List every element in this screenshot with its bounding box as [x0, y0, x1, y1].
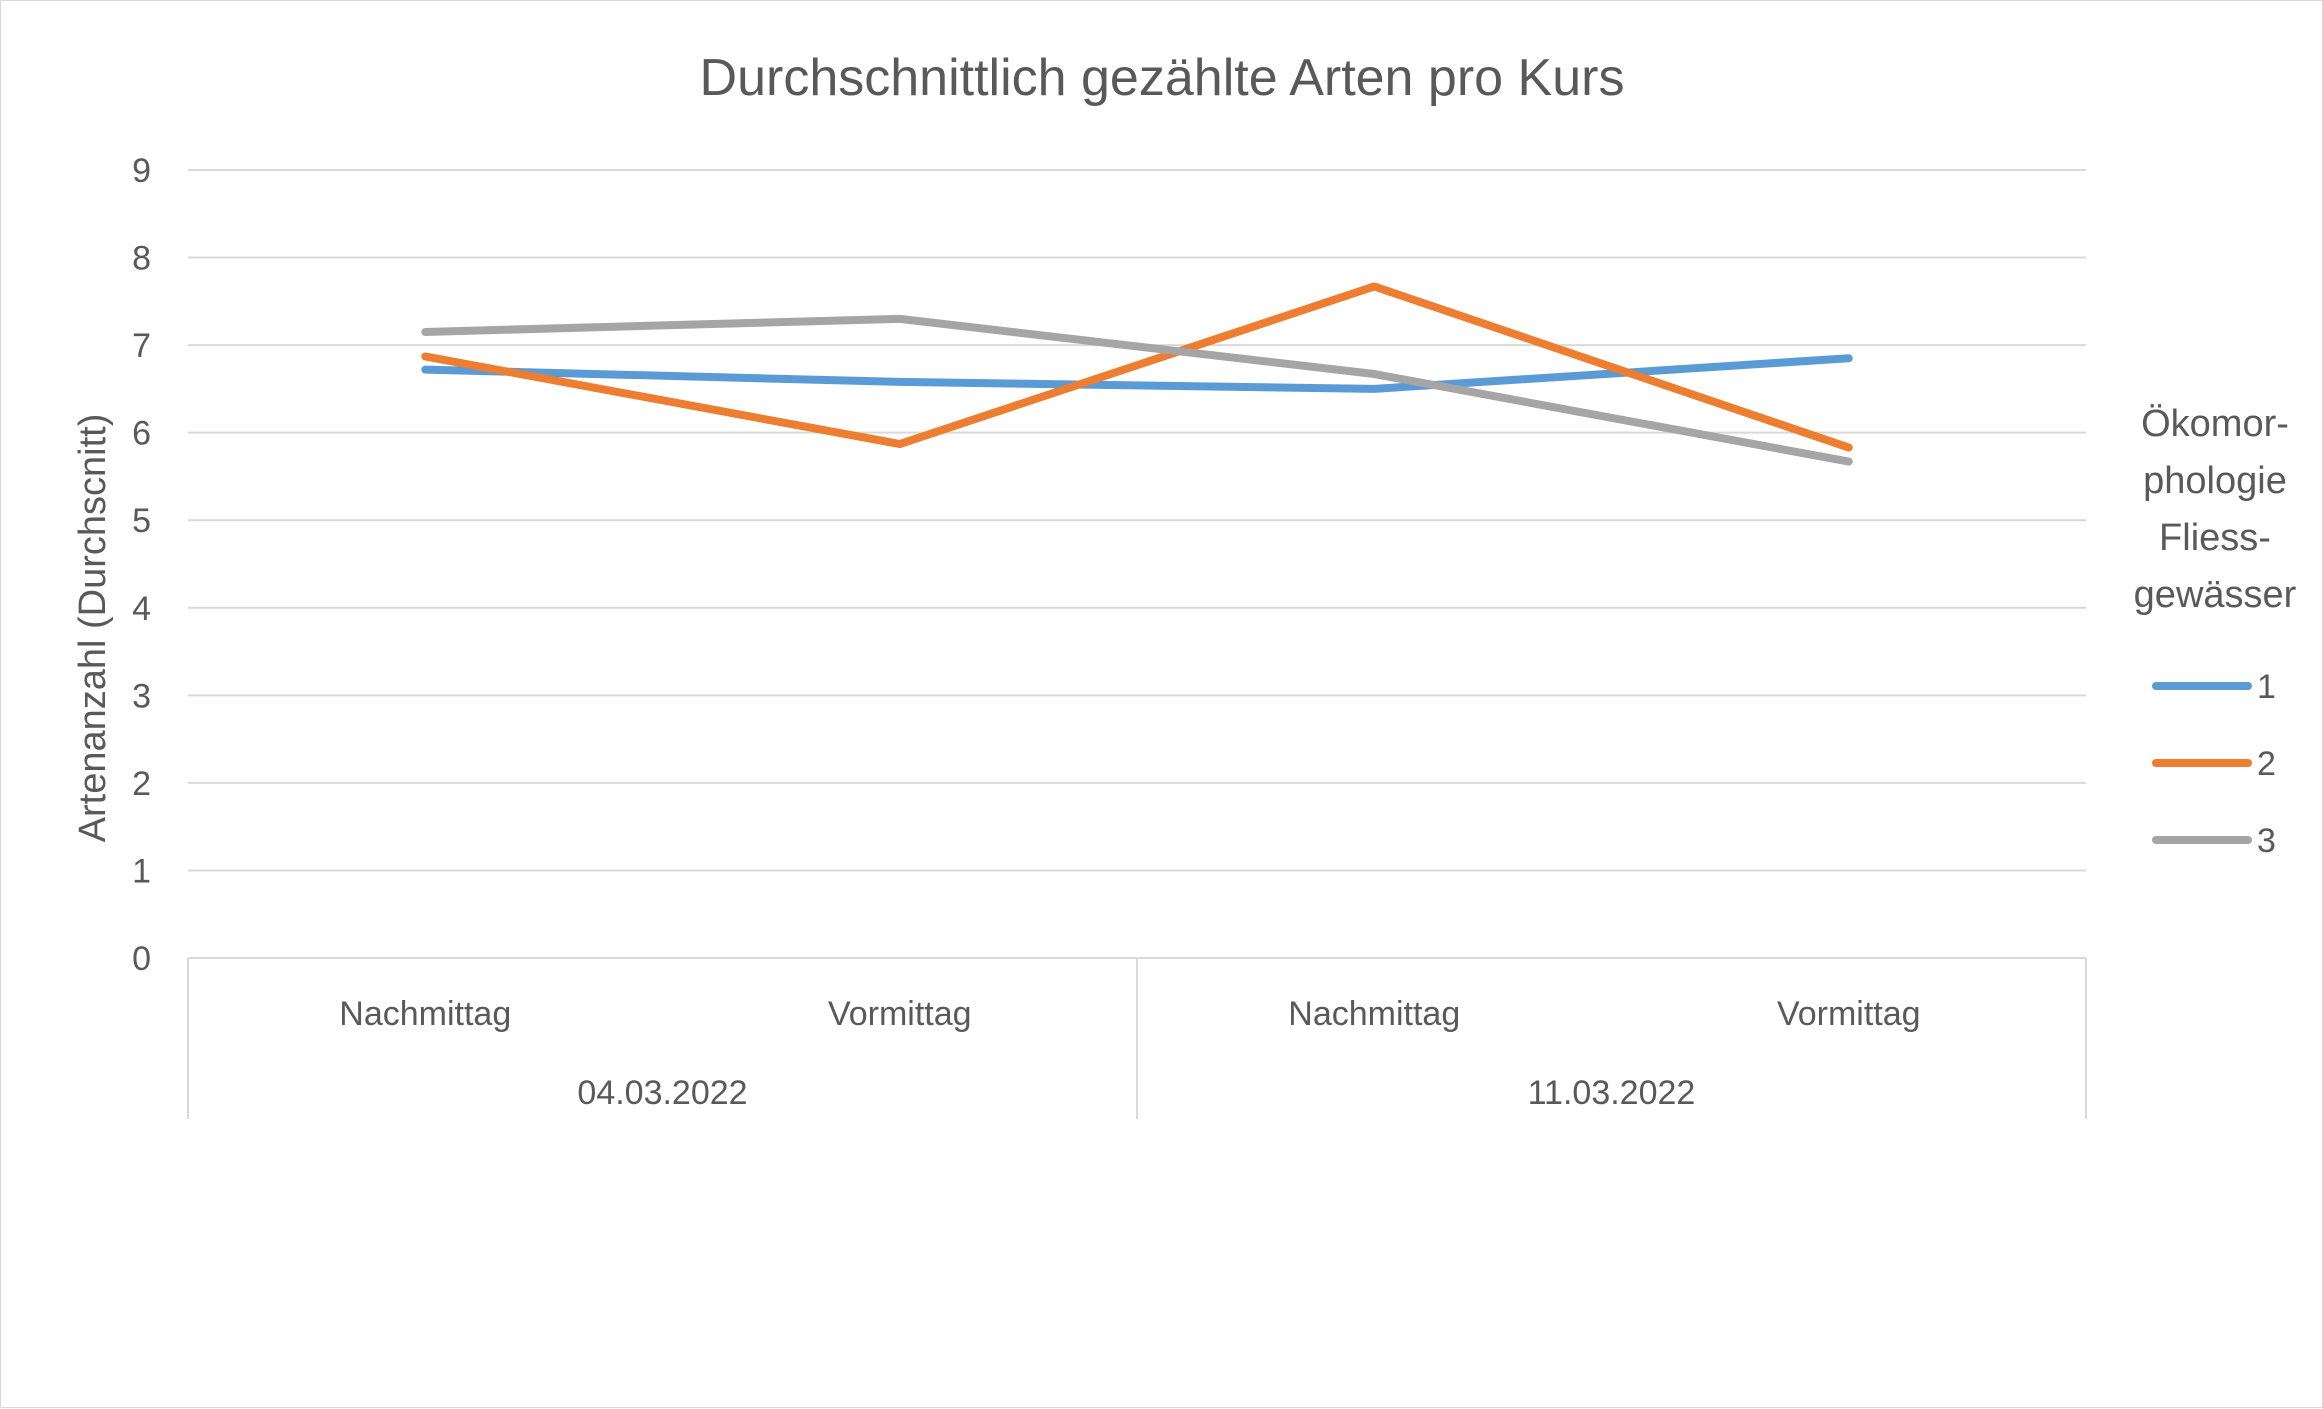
series-line-1 — [421, 354, 1853, 393]
series-lines — [421, 282, 1853, 466]
y-tick-label: 1 — [132, 852, 151, 890]
y-tick-label: 8 — [132, 240, 151, 278]
legend: Ökomor-phologie Fliess-gewässer 1 2 3 — [2134, 403, 2297, 860]
y-tick-label: 7 — [132, 327, 151, 365]
y-tick-label: 9 — [132, 152, 151, 190]
y-axis-ticks: 0 1 2 3 4 5 6 7 8 9 — [132, 152, 151, 978]
gridlines — [188, 169, 2086, 959]
x-group-label: 11.03.2022 — [1528, 1074, 1696, 1112]
y-tick-label: 6 — [132, 415, 151, 453]
y-tick-label: 4 — [132, 590, 151, 628]
x-group-label: 04.03.2022 — [577, 1074, 747, 1112]
y-tick-label: 3 — [132, 677, 151, 715]
y-tick-label: 0 — [132, 940, 151, 978]
y-tick-label: 2 — [132, 765, 151, 803]
legend-label: 3 — [2257, 822, 2276, 860]
x-tick-label: Vormittag — [828, 995, 972, 1033]
y-tick-label: 5 — [132, 502, 151, 540]
legend-title-line: Fliess- — [2159, 517, 2271, 559]
series-line-3 — [421, 314, 1853, 466]
series-line-2 — [421, 282, 1853, 452]
chart-title: Durchschnittlich gezählte Arten pro Kurs — [700, 49, 1625, 107]
legend-label: 2 — [2257, 745, 2276, 783]
legend-label: 1 — [2257, 668, 2276, 706]
legend-title-line: Ökomor- — [2141, 403, 2289, 445]
x-tick-label: Vormittag — [1777, 995, 1921, 1033]
x-tick-label: Nachmittag — [1288, 995, 1460, 1033]
y-axis-title: Artenanzahl (Durchscnitt) — [72, 414, 114, 843]
legend-title-line: gewässer — [2134, 574, 2297, 616]
x-tick-label: Nachmittag — [339, 995, 511, 1033]
x-axis: Nachmittag Vormittag Nachmittag Vormittag 04… — [187, 958, 2087, 1119]
legend-title-line: phologie — [2143, 460, 2287, 502]
